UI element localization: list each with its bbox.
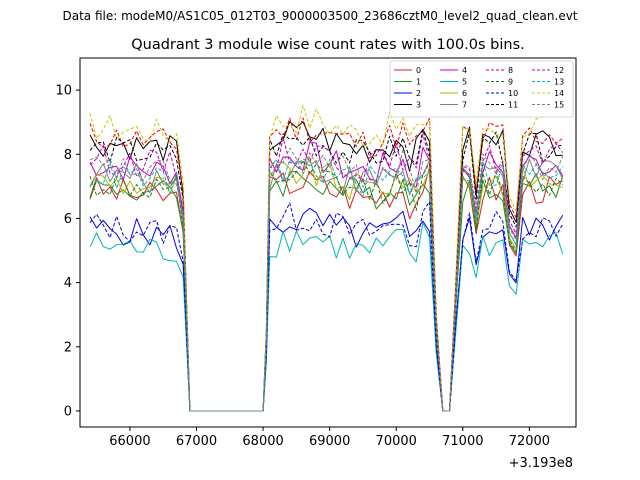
legend-label-0: 0 [416,66,421,75]
legend-label-11: 11 [508,100,518,109]
x-tick-label: 67000 [176,434,217,449]
legend-label-13: 13 [554,77,564,86]
series-line-10 [89,201,564,412]
series-line-15 [89,147,564,412]
series-line-5 [89,222,564,412]
x-axis-offset-label: +3.193e8 [509,456,573,471]
chart-title: Quadrant 3 module wise count rates with … [131,37,525,53]
series-line-3 [89,121,563,412]
series-line-0 [89,167,563,412]
legend-label-2: 2 [416,89,421,98]
series-line-13 [89,158,564,412]
x-tick-label: 72000 [509,434,550,449]
x-axis-ticks: 66000 67000 68000 69000 70000 71000 72000 [109,427,550,449]
y-axis-ticks: 0 2 4 6 8 10 [55,84,80,419]
legend-label-5: 5 [462,77,467,86]
series-line-12 [89,133,564,412]
legend-box [389,60,574,118]
series-layer [89,104,564,412]
y-tick-label: 6 [64,212,72,227]
x-tick-label: 66000 [109,434,150,449]
legend-label-14: 14 [554,89,564,98]
series-line-2 [89,207,564,412]
legend-label-1: 1 [416,77,421,86]
series-line-9 [89,159,564,412]
legend-label-6: 6 [462,89,467,98]
y-tick-label: 8 [64,148,72,163]
legend-label-3: 3 [416,100,421,109]
legend-label-9: 9 [508,77,513,86]
y-tick-label: 4 [64,276,72,291]
axes-frame [79,57,577,428]
series-line-11 [89,129,563,412]
x-tick-label: 69000 [309,434,350,449]
legend-label-4: 4 [462,66,467,75]
figure-suptitle: Data file: modeM0/AS1C05_012T03_90000035… [62,9,577,23]
legend-label-7: 7 [462,100,467,109]
series-line-8 [89,117,563,412]
legend-label-15: 15 [554,100,564,109]
series-line-14 [89,104,563,412]
legend-label-8: 8 [508,66,513,75]
x-tick-label: 70000 [376,434,417,449]
legend-label-10: 10 [508,89,518,98]
y-tick-label: 10 [55,84,72,99]
legend-label-12: 12 [554,66,564,75]
y-tick-label: 0 [64,404,72,419]
y-tick-label: 2 [64,340,72,355]
x-tick-label: 71000 [442,434,483,449]
x-tick-label: 68000 [242,434,283,449]
